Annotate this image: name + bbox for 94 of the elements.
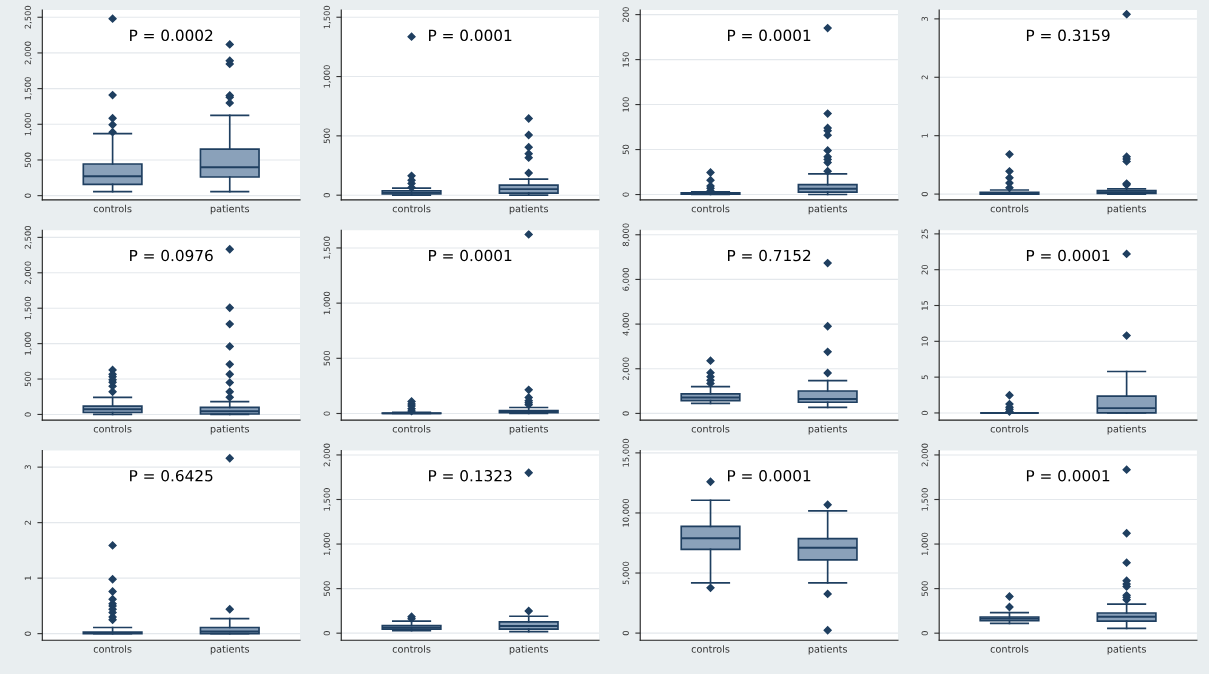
y-tick-label: 1,500 [921, 488, 929, 511]
x-tick-label: controls [691, 645, 730, 653]
y-tick-label: 1,500 [24, 77, 32, 100]
y-tick-label: 1,000 [323, 532, 331, 556]
y-tick-label: 50 [622, 144, 629, 155]
y-tick-label: 0 [622, 630, 629, 636]
y-tick-label: 2 [921, 75, 928, 80]
annotation: P = 0.0001 [429, 249, 512, 262]
x-tick-label: patients [808, 645, 848, 655]
annotation: P = 0.3159 [1026, 29, 1110, 42]
y-tick-label: 3 [921, 16, 928, 21]
y-tick-label: 1,000 [24, 112, 32, 136]
annotation: P = 0.0002 [130, 29, 213, 42]
y-tick-label: 0 [921, 410, 928, 416]
x-tick-label: patients [210, 204, 250, 215]
y-tick-label: 2,000 [622, 357, 630, 381]
x-tick-label: patients [1107, 204, 1146, 215]
y-tick-label: 2,000 [323, 443, 331, 467]
x-tick-label: controls [691, 424, 730, 433]
y-tick-label: 1,500 [24, 296, 32, 320]
x-tick-label: controls [990, 424, 1029, 433]
y-tick-label: 1,500 [323, 488, 331, 511]
x-tick-label: controls [392, 424, 431, 433]
y-tick-label: 1,000 [921, 532, 929, 556]
y-tick-label: 3 [24, 465, 31, 470]
x-tick-label: patients [509, 645, 549, 655]
y-tick-label: 2,000 [24, 41, 32, 65]
y-tick-label: 0 [24, 631, 31, 636]
y-tick-label: 10 [921, 336, 928, 346]
x-tick-label: controls [990, 645, 1029, 653]
y-tick-label: 0 [622, 411, 629, 416]
x-tick-label: patients [1107, 645, 1146, 655]
x-tick-label: controls [93, 424, 132, 433]
y-tick-label: 500 [921, 581, 928, 596]
y-tick-label: 1,000 [323, 65, 331, 88]
annotation: P = 0.6425 [130, 469, 213, 482]
y-tick-label: 15,000 [622, 438, 630, 467]
y-tick-label: 500 [323, 350, 330, 366]
y-tick-label: 1,500 [323, 5, 331, 29]
x-tick-label: patients [808, 204, 848, 215]
y-tick-label: 6,000 [622, 268, 630, 291]
y-tick-label: 500 [323, 581, 330, 596]
x-tick-label: patients [210, 645, 250, 655]
y-tick-label: 1,000 [323, 291, 331, 315]
y-tick-label: 100 [622, 97, 629, 112]
y-tick-label: 5,000 [622, 561, 630, 585]
annotation: P = 0.7152 [728, 249, 811, 262]
y-tick-label: 8,000 [622, 223, 630, 247]
y-tick-label: 10,000 [622, 498, 630, 527]
y-tick-label: 0 [323, 411, 330, 416]
y-tick-label: 2,000 [921, 443, 929, 467]
y-tick-label: 1,000 [24, 332, 32, 355]
annotation: P = 0.0001 [1026, 469, 1110, 482]
x-tick-label: controls [691, 204, 730, 213]
annotation: P = 0.1323 [429, 469, 512, 482]
x-tick-label: patients [808, 424, 848, 435]
y-tick-label: 0 [24, 412, 31, 417]
annotation: P = 0.0001 [429, 29, 512, 42]
y-tick-label: 0 [921, 631, 928, 636]
y-tick-label: 2,500 [24, 5, 32, 29]
y-tick-label: 0 [622, 192, 629, 197]
y-tick-label: 0 [921, 191, 928, 197]
y-tick-label: 20 [921, 264, 928, 275]
y-tick-label: 15 [921, 300, 928, 310]
x-tick-label: controls [392, 645, 431, 653]
y-tick-label: 25 [921, 229, 928, 239]
annotation: P = 0.0976 [130, 249, 213, 262]
y-tick-label: 4,000 [622, 312, 630, 336]
y-tick-label: 150 [622, 52, 629, 67]
annotation: P = 0.0001 [728, 29, 811, 42]
y-tick-label: 200 [622, 7, 629, 22]
y-tick-label: 0 [323, 631, 330, 636]
x-tick-label: patients [509, 424, 549, 435]
y-tick-label: 500 [24, 152, 31, 168]
y-tick-label: 2,500 [24, 226, 32, 249]
x-tick-label: controls [392, 204, 431, 213]
y-tick-label: 1 [921, 133, 928, 138]
y-tick-label: 1,500 [323, 236, 331, 259]
y-tick-label: 2 [24, 520, 31, 525]
x-tick-label: controls [93, 204, 132, 213]
annotation: P = 0.0001 [728, 469, 811, 482]
y-tick-label: 0 [24, 193, 31, 198]
y-tick-label: 0 [323, 193, 330, 198]
x-tick-label: patients [1107, 424, 1146, 435]
y-tick-label: 5 [921, 375, 928, 380]
y-tick-label: 1 [24, 576, 31, 580]
x-tick-label: controls [990, 204, 1029, 213]
y-tick-label: 2,000 [24, 261, 32, 285]
x-tick-label: controls [93, 645, 132, 653]
y-tick-label: 500 [323, 128, 330, 144]
x-tick-label: patients [210, 424, 250, 435]
annotation: P = 0.0001 [1026, 249, 1110, 262]
y-tick-label: 500 [24, 371, 31, 387]
x-tick-label: patients [509, 204, 549, 215]
